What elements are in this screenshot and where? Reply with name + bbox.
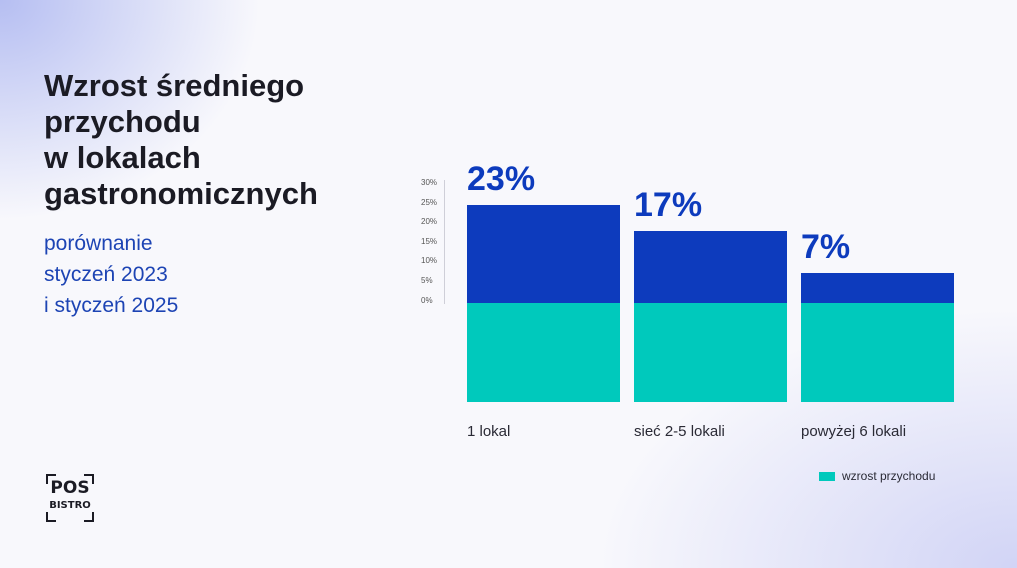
logo-text-main: POS <box>50 478 90 498</box>
y-tick-label: 15% <box>421 236 438 246</box>
bar-upper-segment <box>634 230 787 303</box>
bar-base-segment <box>634 303 787 402</box>
bar-upper-segment <box>467 205 620 303</box>
logo-corner-tr <box>84 474 94 484</box>
category-label: powyżej 6 lokali <box>801 423 907 440</box>
category-label: 1 lokal <box>467 423 511 440</box>
logo-corner-tl <box>46 474 56 484</box>
y-tick-label: 25% <box>421 197 438 207</box>
legend-swatch <box>819 471 835 481</box>
y-axis-line <box>444 180 445 304</box>
page-subtitle: porównanie styczeń 2023 i styczeń 2025 <box>44 232 179 317</box>
y-tick-label: 0% <box>421 295 433 305</box>
y-tick-label: 5% <box>421 276 433 285</box>
y-tick-label: 30% <box>421 178 438 187</box>
category-label: sieć 2-5 lokali <box>634 423 725 440</box>
pos-bistro-logo: POS BISTRO <box>46 474 94 522</box>
y-tick-label: 10% <box>421 256 438 266</box>
logo-corner-bl <box>46 512 56 522</box>
bar-value-label: 23% <box>467 160 536 199</box>
legend-label: wzrost przychodu <box>842 469 936 483</box>
bar-value-label: 7% <box>801 228 851 267</box>
bar-upper-segment <box>801 273 954 303</box>
legend: wzrost przychodu <box>819 468 935 484</box>
logo-corner-br <box>84 512 94 522</box>
logo-text-sub: BISTRO <box>49 500 91 511</box>
y-tick-label: 20% <box>421 217 438 227</box>
bar-base-segment <box>801 303 954 402</box>
page-title: Wzrost średniego przychodu w lokalach ga… <box>44 68 318 211</box>
bar-value-label: 17% <box>634 185 703 224</box>
bar-base-segment <box>467 303 620 402</box>
